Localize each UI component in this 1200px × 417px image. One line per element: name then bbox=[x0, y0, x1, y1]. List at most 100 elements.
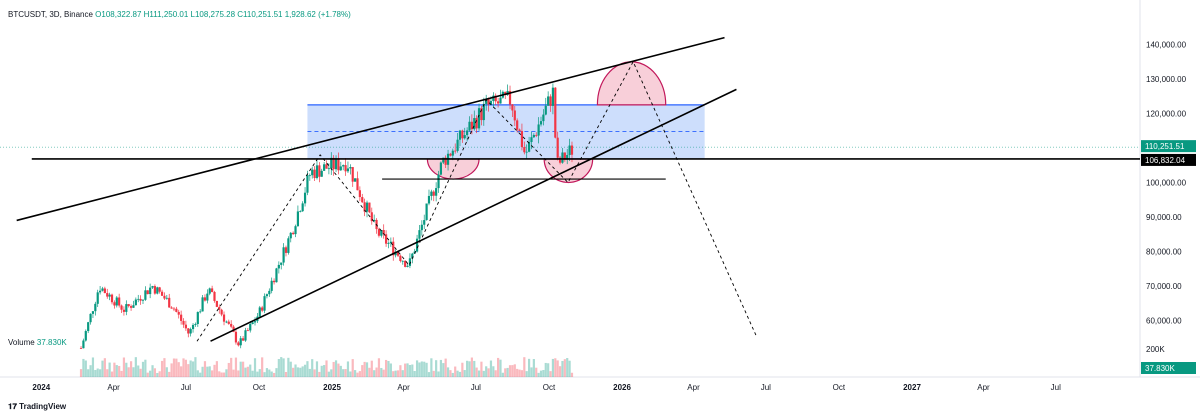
volume-bar bbox=[396, 370, 400, 377]
tradingview-logo: 𝟏𝟕 TradingView bbox=[8, 402, 66, 412]
x-tick-label: Apr bbox=[977, 383, 990, 392]
candle-body bbox=[303, 192, 307, 204]
candle-body bbox=[356, 178, 359, 191]
volume-bar bbox=[327, 371, 330, 377]
volume-bar bbox=[527, 358, 531, 377]
volume-bar bbox=[320, 365, 323, 377]
volume-bar bbox=[237, 370, 240, 377]
volume-bar bbox=[194, 357, 197, 377]
volume-bar bbox=[411, 364, 414, 377]
volume-bar bbox=[358, 371, 361, 377]
volume-bar bbox=[211, 370, 214, 377]
volume-bar bbox=[225, 369, 228, 377]
volume-bar bbox=[246, 366, 249, 377]
candle-body bbox=[258, 307, 261, 317]
volume-bar bbox=[277, 359, 280, 377]
volume-bar bbox=[253, 358, 257, 377]
volume-legend: Volume 37.830K bbox=[8, 338, 67, 347]
volume-bar bbox=[160, 360, 164, 377]
close-value: C110,251.51 bbox=[237, 10, 283, 19]
volume-bar bbox=[303, 364, 307, 377]
volume-bar bbox=[215, 361, 218, 377]
volume-bar bbox=[132, 367, 135, 377]
candle-body bbox=[373, 219, 376, 222]
volume-bar bbox=[423, 361, 426, 377]
volume-bar bbox=[499, 359, 502, 377]
volume-value: 37.830K bbox=[36, 338, 67, 347]
volume-bar bbox=[516, 368, 519, 377]
candle-body bbox=[230, 323, 233, 327]
candle-body bbox=[189, 329, 192, 334]
volume-bar bbox=[363, 361, 366, 377]
volume-bar bbox=[401, 370, 404, 377]
candle-body bbox=[149, 287, 152, 295]
volume-bar bbox=[446, 367, 450, 377]
x-tick-label: Apr bbox=[107, 383, 120, 392]
volume-bar bbox=[449, 370, 452, 377]
volume-bar bbox=[497, 357, 500, 377]
volume-bar bbox=[377, 358, 381, 377]
candle-body bbox=[499, 97, 502, 104]
candle-body bbox=[84, 331, 87, 341]
x-tick-label: 2027 bbox=[903, 383, 921, 392]
volume-bar bbox=[334, 360, 338, 377]
candle-body bbox=[520, 131, 524, 148]
candle-body bbox=[330, 157, 333, 169]
volume-bar bbox=[87, 369, 90, 377]
candle-body bbox=[342, 165, 345, 167]
volume-bar bbox=[508, 365, 512, 377]
candle-body bbox=[306, 175, 309, 193]
tv-icon: 𝟏𝟕 bbox=[8, 402, 17, 411]
volume-bar bbox=[437, 371, 440, 377]
candle-body bbox=[141, 299, 145, 301]
volume-bar bbox=[473, 360, 476, 377]
volume-bar bbox=[191, 361, 195, 377]
candle-body bbox=[406, 265, 409, 267]
volume-bar bbox=[482, 370, 485, 377]
volume-bar bbox=[208, 366, 211, 377]
volume-bar bbox=[542, 370, 545, 377]
candle-body bbox=[277, 264, 280, 269]
volume-bar bbox=[149, 370, 152, 377]
candle-body bbox=[334, 158, 338, 170]
candle-body bbox=[289, 232, 292, 239]
volume-bar bbox=[418, 362, 421, 377]
candle-body bbox=[556, 137, 559, 158]
volume-bar bbox=[220, 372, 223, 377]
high-value: H111,250.01 bbox=[143, 10, 189, 19]
candle-body bbox=[127, 304, 130, 307]
candle-body bbox=[351, 167, 354, 182]
volume-bar bbox=[251, 370, 254, 377]
volume-bar bbox=[325, 360, 328, 377]
candle-body bbox=[318, 165, 321, 177]
volume-bar bbox=[389, 363, 392, 377]
volume-bar bbox=[349, 371, 352, 377]
candle-body bbox=[220, 309, 223, 315]
volume-bar bbox=[110, 371, 114, 377]
volume-bar bbox=[561, 360, 564, 377]
candle-body bbox=[232, 326, 235, 332]
volume-bar bbox=[213, 364, 216, 377]
volume-bar bbox=[556, 360, 559, 377]
candle-body bbox=[439, 162, 443, 175]
candle-body bbox=[411, 253, 414, 259]
candle-body bbox=[170, 307, 173, 309]
candle-body bbox=[203, 297, 207, 301]
volume-bar bbox=[268, 369, 271, 377]
x-tick-label: 2026 bbox=[613, 383, 631, 392]
volume-bar bbox=[384, 359, 388, 377]
volume-bar bbox=[485, 366, 488, 377]
candle-body bbox=[542, 114, 545, 122]
volume-bar bbox=[466, 360, 469, 377]
candle-body bbox=[106, 293, 109, 297]
volume-bar bbox=[82, 358, 85, 377]
candle-body bbox=[261, 307, 264, 311]
volume-bar bbox=[91, 357, 95, 377]
candle-body bbox=[423, 220, 426, 225]
volume-bar bbox=[106, 369, 109, 377]
candle-body bbox=[354, 178, 357, 182]
candle-body bbox=[525, 151, 528, 153]
candle-body bbox=[558, 157, 562, 163]
candle-body bbox=[539, 121, 543, 125]
